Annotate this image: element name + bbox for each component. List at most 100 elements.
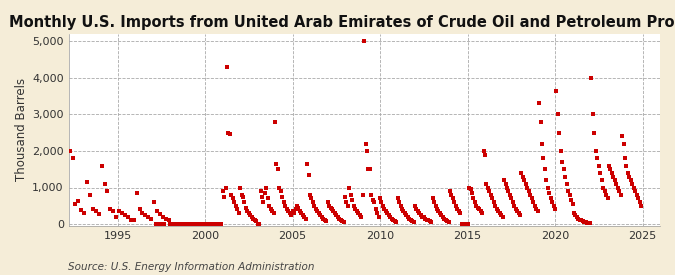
Point <box>512 209 522 213</box>
Point <box>599 189 610 193</box>
Point <box>614 189 624 193</box>
Point <box>396 207 407 212</box>
Point <box>383 213 394 217</box>
Point <box>191 222 202 226</box>
Point <box>352 209 362 213</box>
Point <box>608 174 619 179</box>
Point <box>514 213 525 217</box>
Point <box>402 214 413 219</box>
Point <box>620 156 630 160</box>
Point <box>424 219 435 223</box>
Point <box>181 222 192 226</box>
Point <box>601 192 612 197</box>
Point <box>459 222 470 226</box>
Point <box>586 76 597 80</box>
Point <box>156 222 167 226</box>
Point <box>439 216 450 221</box>
Point <box>401 213 412 217</box>
Point <box>617 134 628 139</box>
Point <box>500 182 511 186</box>
Point <box>377 204 388 208</box>
Point <box>627 182 638 186</box>
Point <box>465 187 476 191</box>
Point <box>207 222 218 226</box>
Point <box>376 200 387 204</box>
Point <box>280 204 291 208</box>
Point <box>182 222 193 226</box>
Point <box>180 222 190 226</box>
Point <box>227 196 238 201</box>
Point <box>229 200 240 204</box>
Point <box>254 222 265 226</box>
Point <box>537 141 547 146</box>
Point <box>437 214 448 219</box>
Point <box>606 171 617 175</box>
Point <box>436 213 447 217</box>
Point <box>358 39 369 43</box>
Point <box>472 205 483 210</box>
Point <box>146 216 157 221</box>
Point <box>456 222 467 226</box>
Point <box>263 196 273 201</box>
Point <box>461 222 472 226</box>
Point <box>564 192 575 197</box>
Point <box>96 163 107 168</box>
Point <box>506 196 516 201</box>
Point <box>105 207 115 211</box>
Point <box>210 222 221 226</box>
Point <box>464 185 475 190</box>
Point <box>198 222 209 226</box>
Point <box>73 199 84 204</box>
Point <box>532 209 543 213</box>
Point <box>332 214 343 219</box>
Point <box>373 214 384 219</box>
Point <box>528 200 539 204</box>
Point <box>238 194 248 199</box>
Point <box>134 207 145 212</box>
Point <box>211 222 222 226</box>
Point <box>290 207 301 212</box>
Point <box>405 218 416 222</box>
Point <box>256 194 267 199</box>
Point <box>350 207 360 212</box>
Point <box>172 222 183 226</box>
Point <box>495 213 506 217</box>
Point <box>363 167 374 171</box>
Point <box>624 174 634 179</box>
Point <box>90 209 101 213</box>
Point <box>631 192 642 197</box>
Point <box>426 220 437 224</box>
Point <box>340 194 350 199</box>
Point <box>454 209 464 213</box>
Point <box>557 160 568 164</box>
Point <box>367 198 378 202</box>
Point <box>612 185 623 190</box>
Point <box>549 207 560 212</box>
Point <box>475 209 486 213</box>
Point <box>430 204 441 208</box>
Point <box>346 192 356 197</box>
Point <box>487 196 497 201</box>
Point <box>246 214 257 219</box>
Point <box>315 213 325 217</box>
Point <box>362 149 373 153</box>
Point <box>267 209 277 213</box>
Point <box>341 200 352 204</box>
Point <box>573 216 584 221</box>
Point <box>289 211 300 215</box>
Point <box>554 130 565 135</box>
Point <box>131 191 142 195</box>
Point <box>137 211 148 215</box>
Point <box>589 130 600 135</box>
Point <box>217 189 228 193</box>
Point <box>375 196 385 201</box>
Point <box>64 149 75 153</box>
Point <box>628 185 639 190</box>
Point <box>143 214 154 219</box>
Point <box>408 220 419 224</box>
Point <box>111 214 122 219</box>
Point <box>226 192 237 197</box>
Point <box>563 189 574 193</box>
Point <box>520 182 531 186</box>
Point <box>423 218 433 222</box>
